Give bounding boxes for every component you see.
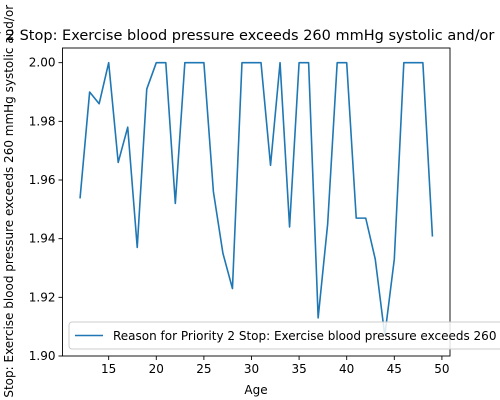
legend-entry-label: Reason for Priority 2 Stop: Exercise blo… [113, 329, 500, 343]
data-point [270, 165, 272, 167]
y-tick-label: 1.94 [29, 232, 56, 246]
x-tick-label: 25 [196, 362, 211, 376]
y-axis: 1.90 1.92 1.94 1.96 1.98 2.00 [29, 56, 63, 363]
data-point [194, 62, 196, 64]
x-axis-label: Age [244, 383, 267, 397]
y-tick-label: 1.96 [29, 173, 56, 187]
series-group [79, 61, 434, 337]
y-tick-label: 1.98 [29, 114, 56, 128]
data-point [251, 62, 253, 64]
data-point [203, 62, 205, 64]
series-line [79, 61, 434, 337]
x-tick-label: 40 [339, 362, 354, 376]
data-point [394, 258, 396, 260]
y-tick-label: 2.00 [29, 56, 56, 70]
data-point [289, 226, 291, 228]
data-point [175, 203, 177, 205]
data-point [279, 62, 281, 64]
plot-frame [62, 47, 451, 357]
x-tick-label: 45 [387, 362, 402, 376]
chart-title: Reason for Priority 2 Stop: Exercise blo… [0, 28, 500, 44]
x-tick-label: 50 [434, 362, 449, 376]
data-point [317, 317, 319, 319]
data-point [327, 223, 329, 225]
data-point [79, 197, 81, 199]
y-axis-label: Reason for Priority 2 Stop: Exercise blo… [2, 0, 16, 400]
data-point [241, 62, 243, 64]
data-point [155, 62, 157, 64]
y-tick-label: 1.92 [29, 290, 56, 304]
legend-box [68, 321, 500, 350]
x-tick-label: 30 [244, 362, 259, 376]
data-point [355, 217, 357, 219]
legend: Reason for Priority 2 Stop: Exercise blo… [68, 321, 500, 350]
data-point [432, 235, 434, 237]
plot-area [79, 61, 434, 337]
x-tick-label: 35 [291, 362, 306, 376]
data-point [374, 258, 376, 260]
data-point [98, 103, 100, 105]
data-point [232, 288, 234, 290]
data-point [165, 62, 167, 64]
data-point [403, 62, 405, 64]
x-tick-label: 20 [149, 362, 164, 376]
data-point [222, 253, 224, 255]
data-point [146, 88, 148, 90]
data-point [308, 62, 310, 64]
data-point [336, 62, 338, 64]
data-point [213, 191, 215, 193]
data-point [422, 62, 424, 64]
y-tick-label: 1.90 [29, 349, 56, 363]
data-point [346, 62, 348, 64]
data-point [108, 62, 110, 64]
x-axis: 15 20 25 30 35 40 45 50 [101, 356, 450, 376]
data-point [117, 162, 119, 164]
data-point [413, 62, 415, 64]
x-tick-label: 15 [101, 362, 116, 376]
data-point [136, 247, 138, 249]
data-point [298, 62, 300, 64]
data-point [260, 62, 262, 64]
data-point [184, 62, 186, 64]
data-point [127, 126, 129, 128]
data-point [365, 217, 367, 219]
data-point [89, 91, 91, 93]
